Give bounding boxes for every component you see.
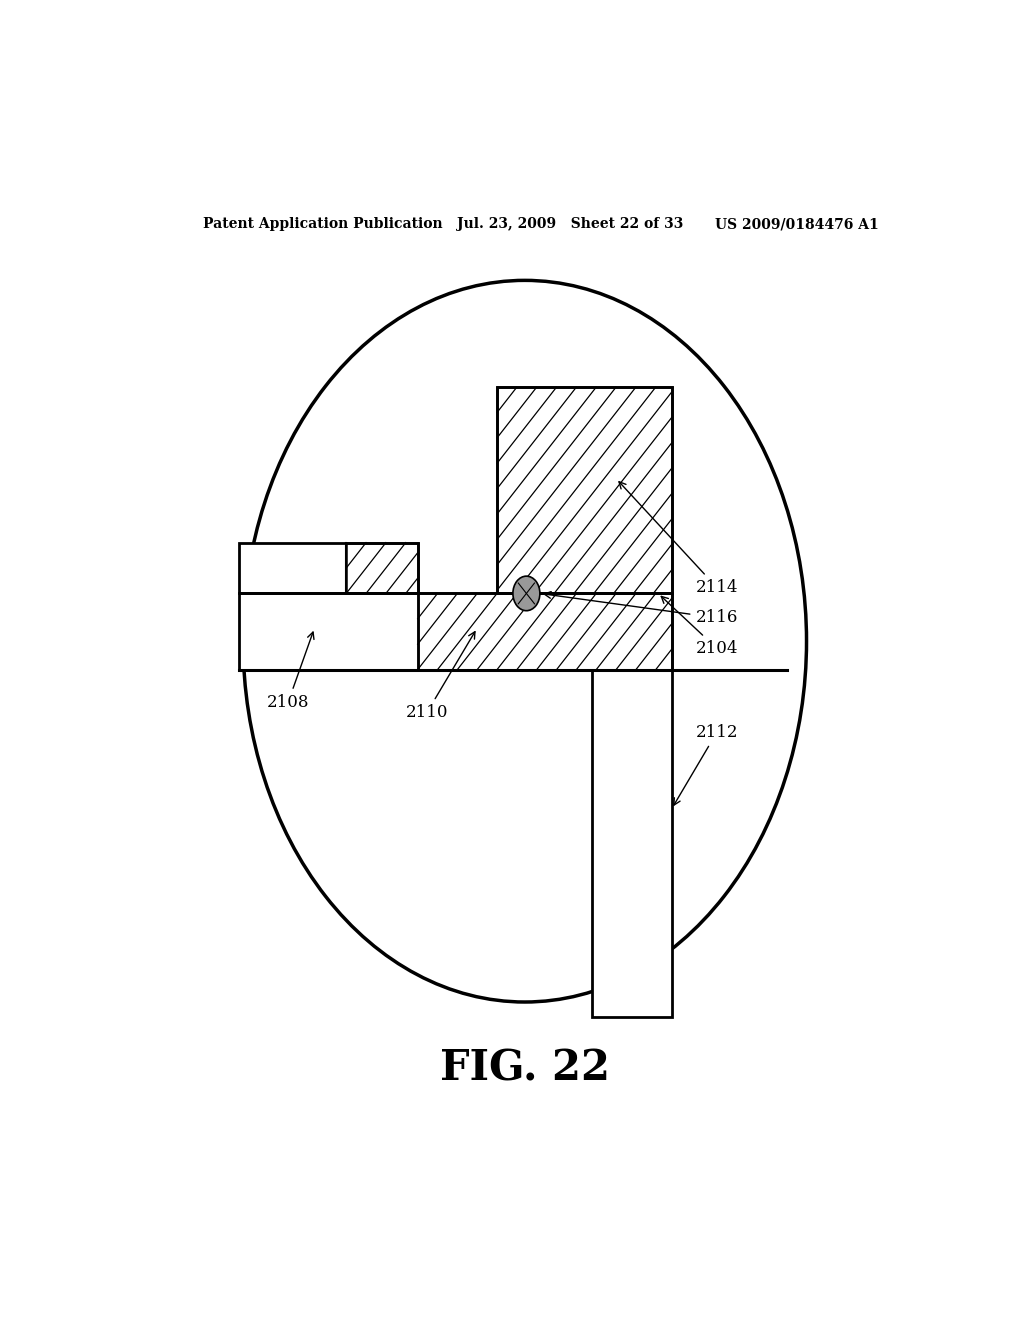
Text: 2108: 2108	[267, 632, 314, 710]
Text: 2114: 2114	[618, 482, 738, 595]
Text: 2112: 2112	[674, 725, 738, 805]
Text: 2116: 2116	[544, 591, 738, 626]
Bar	[418, 594, 672, 669]
Text: 2104: 2104	[662, 597, 738, 657]
Bar	[592, 669, 672, 1018]
Bar	[240, 594, 672, 669]
Bar	[497, 387, 672, 594]
Bar	[240, 594, 418, 669]
Text: Patent Application Publication: Patent Application Publication	[204, 218, 443, 231]
Text: 2110: 2110	[406, 632, 475, 721]
Text: FIG. 22: FIG. 22	[439, 1047, 610, 1089]
Circle shape	[513, 576, 540, 611]
Bar	[240, 543, 346, 594]
Bar	[346, 543, 418, 594]
Bar	[497, 387, 672, 594]
Text: US 2009/0184476 A1: US 2009/0184476 A1	[715, 218, 879, 231]
Bar	[240, 543, 418, 594]
Text: Jul. 23, 2009   Sheet 22 of 33: Jul. 23, 2009 Sheet 22 of 33	[458, 218, 684, 231]
